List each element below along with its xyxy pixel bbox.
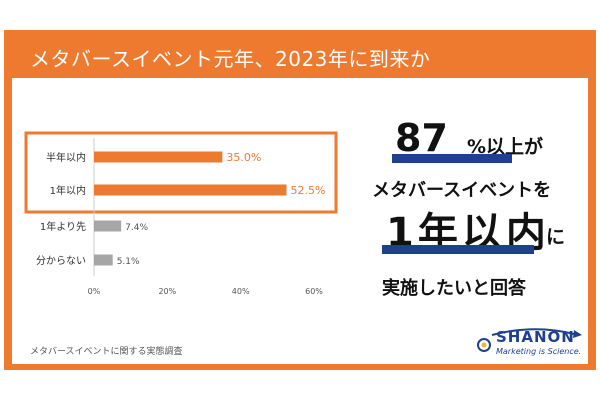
category-label: 半年以内 <box>46 151 86 164</box>
x-tick-label: 60% <box>305 287 323 296</box>
logo-tagline: Marketing is Science. <box>496 347 582 356</box>
category-label: 1年以内 <box>50 184 86 197</box>
x-tick-label: 20% <box>158 287 176 296</box>
value-label: 7.4% <box>125 223 148 233</box>
category-label: 1年より先 <box>40 220 86 233</box>
headline-percent-suffix: %以上が <box>467 136 544 158</box>
headline-underline-1 <box>392 154 512 163</box>
x-tick-label: 40% <box>232 287 250 296</box>
source-note: メタバースイベントに関する実態調査 <box>30 347 183 357</box>
value-label: 52.5% <box>291 184 326 197</box>
logo-name: SHANON <box>496 328 575 346</box>
headline-bottom: 実施したいと回答 <box>382 278 526 299</box>
bar <box>94 254 113 266</box>
headline-period-suffix: に <box>546 226 566 248</box>
bar <box>94 184 287 196</box>
category-label: 分からない <box>36 255 86 267</box>
value-label: 5.1% <box>117 257 140 267</box>
value-label: 35.0% <box>226 151 261 164</box>
headline-underline-2 <box>382 245 534 254</box>
bar <box>94 220 122 232</box>
headline-middle: メタバースイベントを <box>372 180 552 201</box>
highlight-box <box>24 131 338 214</box>
headline-percent: 87 <box>395 116 448 160</box>
logo-mark-icon <box>477 328 582 352</box>
headline-percent-block: 87 %以上が <box>395 114 555 164</box>
shanon-logo: SHANON Marketing is Science. <box>474 326 584 364</box>
page-title: メタバースイベント元年、2023年に到来か <box>30 47 431 71</box>
x-tick-label: 0% <box>88 287 101 296</box>
bar <box>94 151 223 163</box>
